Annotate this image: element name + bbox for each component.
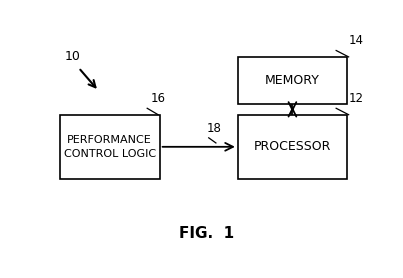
Text: 16: 16	[151, 92, 166, 105]
Bar	[238, 115, 347, 179]
Text: PROCESSOR: PROCESSOR	[254, 140, 331, 153]
Text: PERFORMANCE
CONTROL LOGIC: PERFORMANCE CONTROL LOGIC	[64, 135, 156, 159]
Bar	[60, 115, 160, 179]
Text: MEMORY: MEMORY	[265, 74, 320, 87]
Text: 10: 10	[64, 50, 80, 63]
Text: 18: 18	[207, 122, 222, 135]
Text: FIG.  1: FIG. 1	[179, 226, 234, 241]
Bar	[238, 57, 347, 104]
Text: 12: 12	[349, 92, 364, 105]
Text: 14: 14	[349, 34, 364, 47]
